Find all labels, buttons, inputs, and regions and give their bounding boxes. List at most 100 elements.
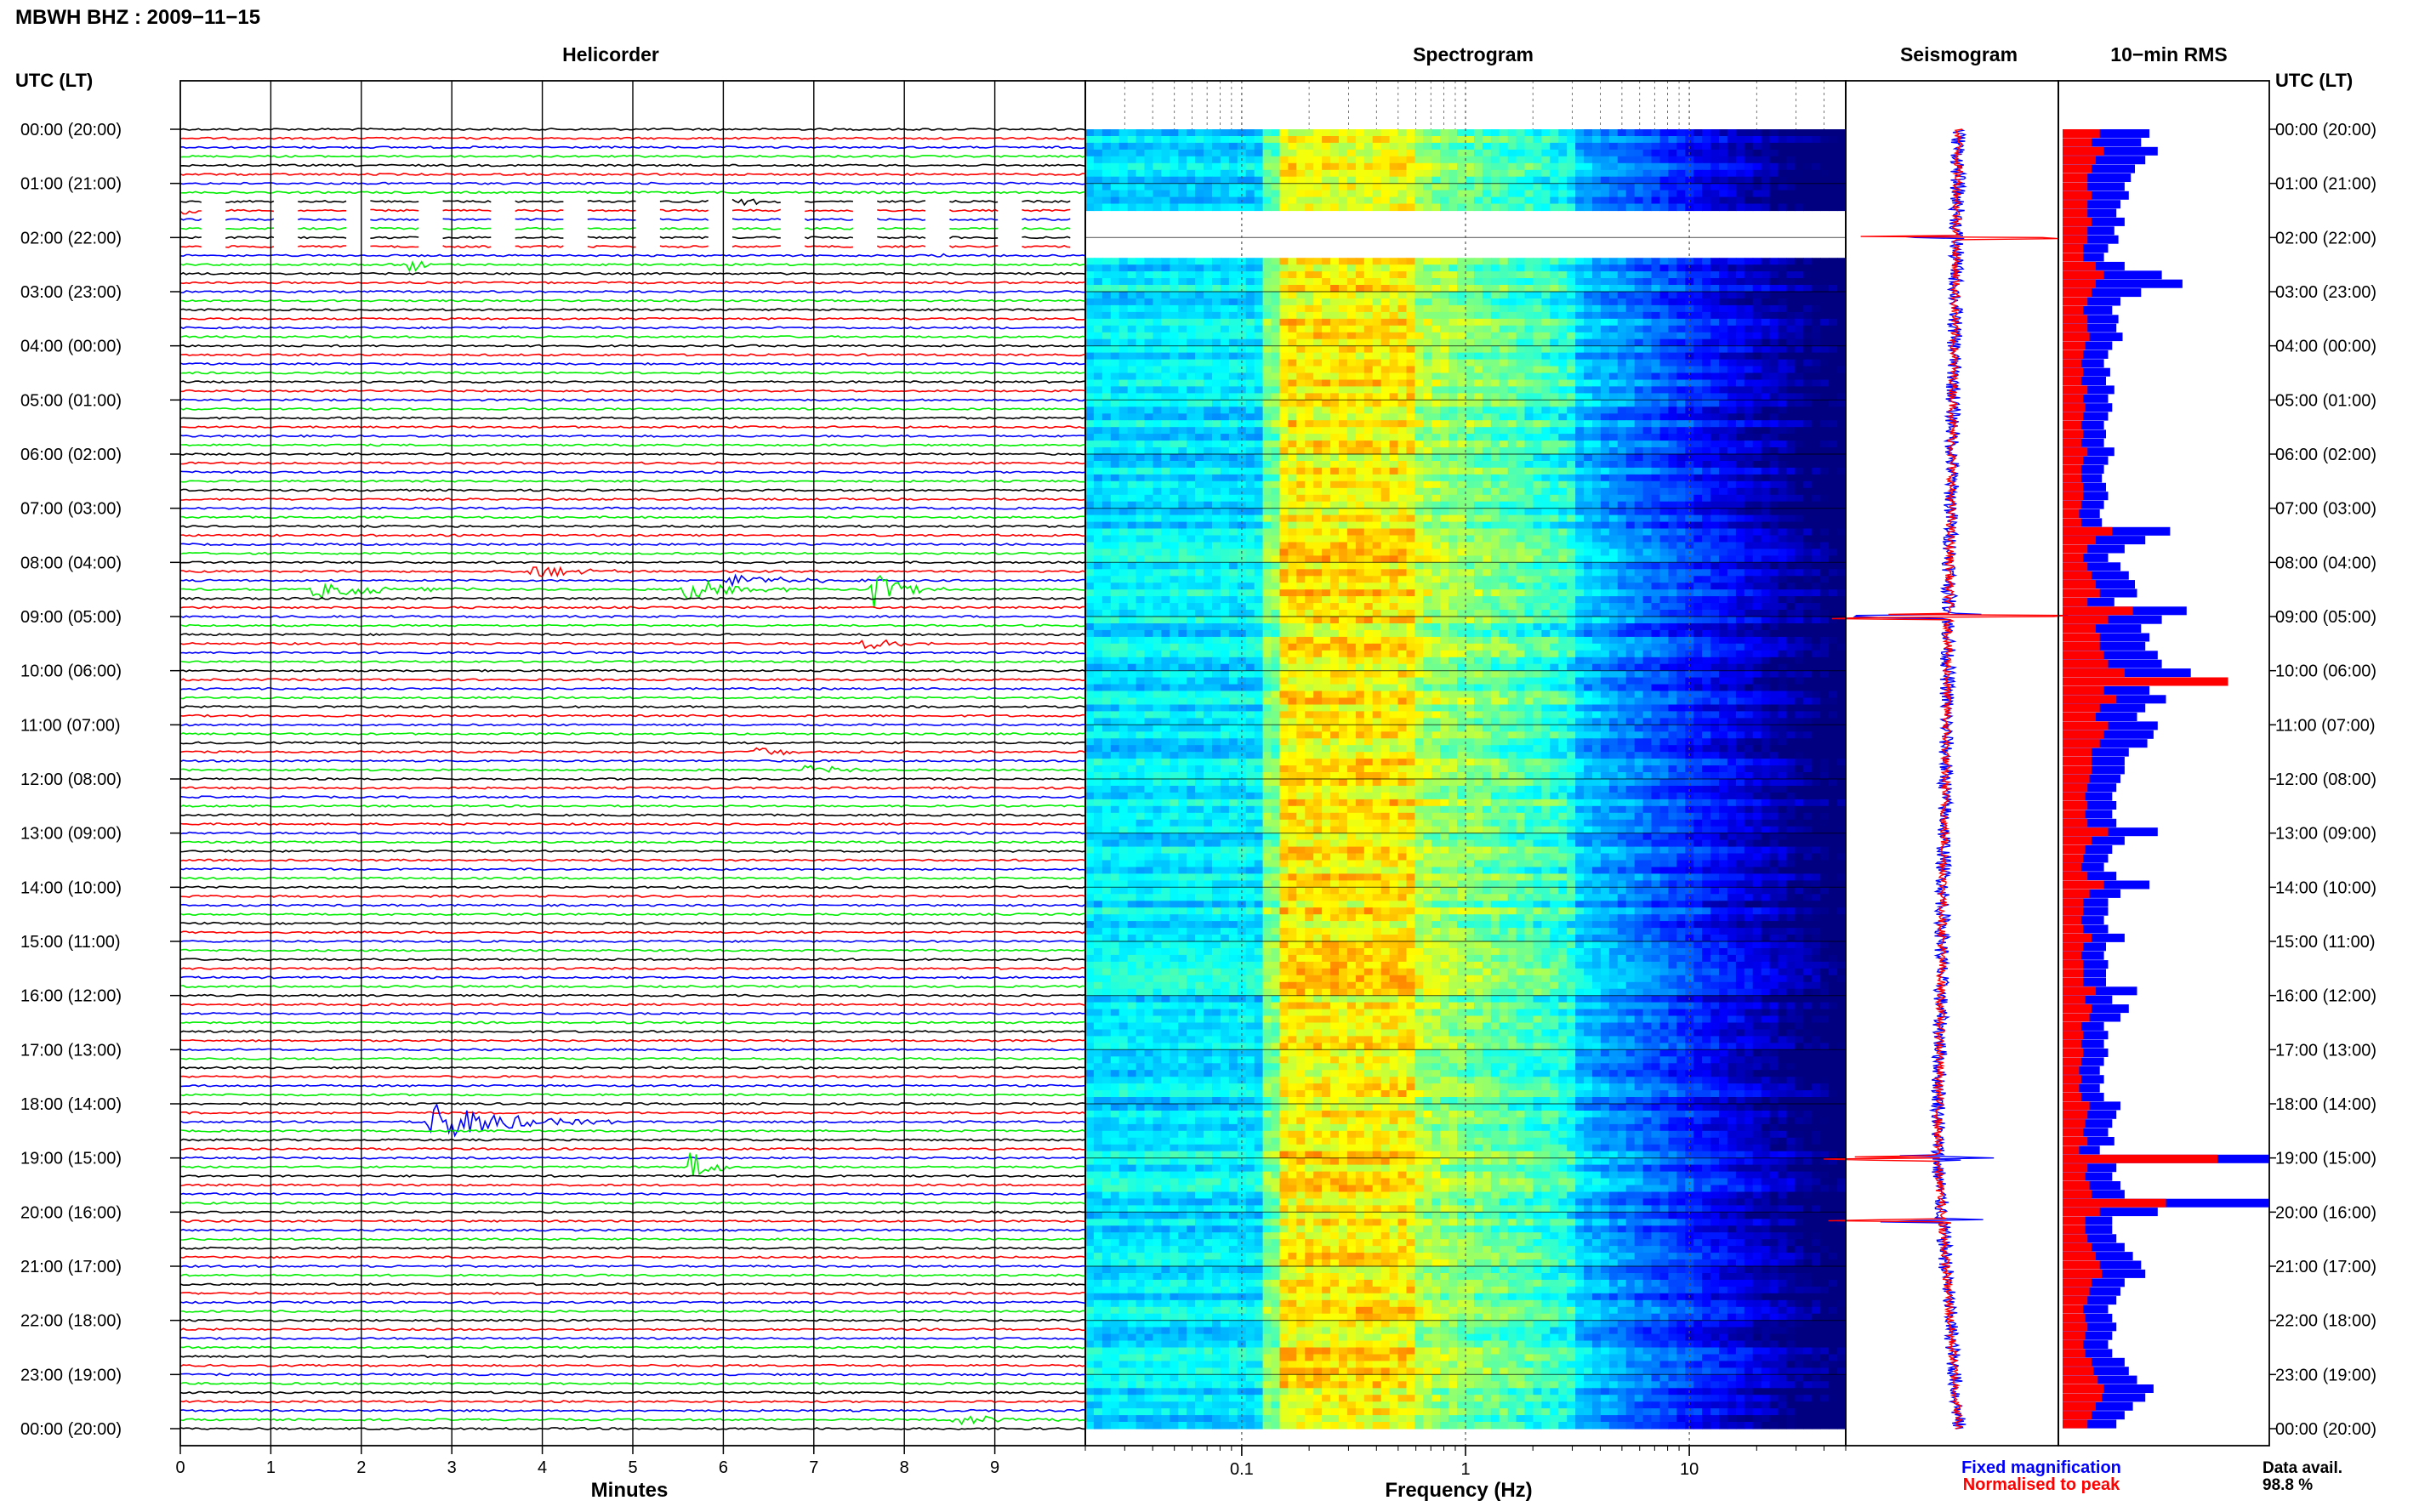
spectrogram-cell — [1735, 162, 1745, 171]
spectrogram-cell — [1693, 372, 1703, 381]
spectrogram-cell — [1262, 386, 1272, 394]
spectrogram-cell — [1153, 441, 1162, 448]
spectrogram-cell — [1516, 474, 1526, 482]
spectrogram-cell — [1296, 176, 1306, 185]
spectrogram-cell — [1466, 156, 1475, 164]
spectrogram-cell — [1457, 467, 1466, 475]
spectrogram-cell — [1237, 386, 1247, 394]
spectrogram-cell — [1457, 487, 1466, 496]
spectrogram-cell — [1642, 494, 1653, 503]
spectrogram-cell — [1592, 196, 1602, 205]
spectrogram-cell — [1608, 264, 1619, 272]
spectrogram-cell — [1516, 318, 1526, 327]
spectrogram-cell — [1466, 318, 1475, 327]
spectrogram-cell — [1702, 338, 1711, 347]
spectrogram-cell — [1795, 264, 1804, 272]
spectrogram-cell — [1820, 136, 1830, 144]
spectrogram-cell — [1288, 535, 1297, 543]
spectrogram-cell — [1820, 311, 1830, 320]
spectrogram-cell — [1642, 427, 1653, 435]
spectrogram-cell — [1178, 467, 1187, 475]
spectrogram-cell — [1812, 176, 1821, 185]
spectrogram-cell — [1204, 176, 1213, 185]
spectrogram-cell — [1220, 372, 1230, 381]
spectrogram-cell — [1423, 325, 1432, 333]
spectrogram-cell — [1449, 441, 1458, 448]
spectrogram-cell — [1820, 441, 1830, 448]
spectrogram-cell — [1144, 149, 1153, 157]
spectrogram-cell — [1372, 203, 1382, 212]
spectrogram-cell — [1228, 264, 1238, 272]
spectrogram-cell — [1339, 508, 1348, 516]
spectrogram-cell — [1372, 514, 1382, 523]
spectrogram-cell — [1220, 379, 1230, 388]
spectrogram-cell — [1584, 345, 1593, 354]
spectrogram-cell — [1837, 366, 1847, 374]
spectrogram-cell — [1812, 292, 1821, 299]
spectrogram-cell — [1659, 292, 1669, 299]
spectrogram-cell — [1719, 196, 1728, 205]
spectrogram-title: Spectrogram — [1413, 43, 1534, 65]
spectrogram-cell — [1592, 311, 1602, 320]
spectrogram-cell — [1110, 467, 1120, 475]
spectrogram-cell — [1829, 345, 1838, 354]
spectrogram-cell — [1245, 183, 1255, 191]
spectrogram-cell — [1212, 420, 1221, 428]
spectrogram-cell — [1245, 393, 1255, 401]
spectrogram-cell — [1651, 183, 1660, 191]
spectrogram-cell — [1567, 467, 1576, 475]
spectrogram-cell — [1204, 535, 1213, 543]
spectrogram-cell — [1170, 413, 1179, 421]
spectrogram-cell — [1136, 427, 1146, 435]
spectrogram-cell — [1423, 514, 1432, 523]
spectrogram-cell — [1668, 278, 1677, 286]
spectrogram-cell — [1440, 528, 1449, 537]
spectrogram-cell — [1305, 535, 1314, 543]
spectrogram-cell — [1457, 461, 1466, 469]
spectrogram-cell — [1101, 427, 1112, 435]
spectrogram-cell — [1228, 149, 1238, 157]
spectrogram-cell — [1752, 447, 1762, 455]
spectrogram-cell — [1642, 162, 1653, 171]
spectrogram-cell — [1608, 325, 1619, 333]
spectrogram-cell — [1533, 441, 1542, 448]
spectrogram-cell — [1296, 169, 1306, 178]
spectrogram-cell — [1322, 345, 1331, 354]
spectrogram-cell — [1482, 311, 1492, 320]
spectrogram-cell — [1466, 372, 1475, 381]
spectrogram-cell — [1313, 304, 1323, 313]
spectrogram-cell — [1397, 278, 1407, 286]
spectrogram-cell — [1161, 278, 1170, 286]
spectrogram-cell — [1466, 494, 1475, 503]
spectrogram-cell — [1170, 474, 1179, 482]
spectrogram-cell — [1507, 386, 1517, 394]
spectrogram-cell — [1769, 345, 1779, 354]
spectrogram-cell — [1101, 176, 1112, 185]
spectrogram-cell — [1296, 447, 1306, 455]
spectrogram-cell — [1600, 454, 1610, 462]
spectrogram-cell — [1212, 480, 1221, 489]
spectrogram-cell — [1254, 508, 1264, 516]
spectrogram-cell — [1440, 514, 1449, 523]
spectrogram-cell — [1651, 169, 1660, 178]
spectrogram-cell — [1575, 292, 1585, 299]
spectrogram-cell — [1406, 501, 1415, 509]
spectrogram-cell — [1296, 156, 1306, 164]
spectrogram-cell — [1837, 480, 1847, 489]
spectrogram-cell — [1153, 514, 1162, 523]
spectrogram-cell — [1820, 420, 1830, 428]
spectrogram-cell — [1212, 501, 1221, 509]
spectrogram-cell — [1820, 292, 1830, 299]
spectrogram-cell — [1440, 461, 1449, 469]
spectrogram-cell — [1093, 494, 1103, 503]
spectrogram-cell — [1516, 508, 1526, 516]
spectrogram-cell — [1812, 461, 1821, 469]
spectrogram-cell — [1625, 183, 1636, 191]
spectrogram-cell — [1702, 325, 1711, 333]
spectrogram-cell — [1600, 413, 1610, 421]
spectrogram-cell — [1423, 352, 1432, 361]
spectrogram-cell — [1837, 264, 1847, 272]
spectrogram-cell — [1676, 514, 1686, 523]
spectrogram-cell — [1659, 508, 1669, 516]
spectrogram-cell — [1127, 285, 1137, 293]
